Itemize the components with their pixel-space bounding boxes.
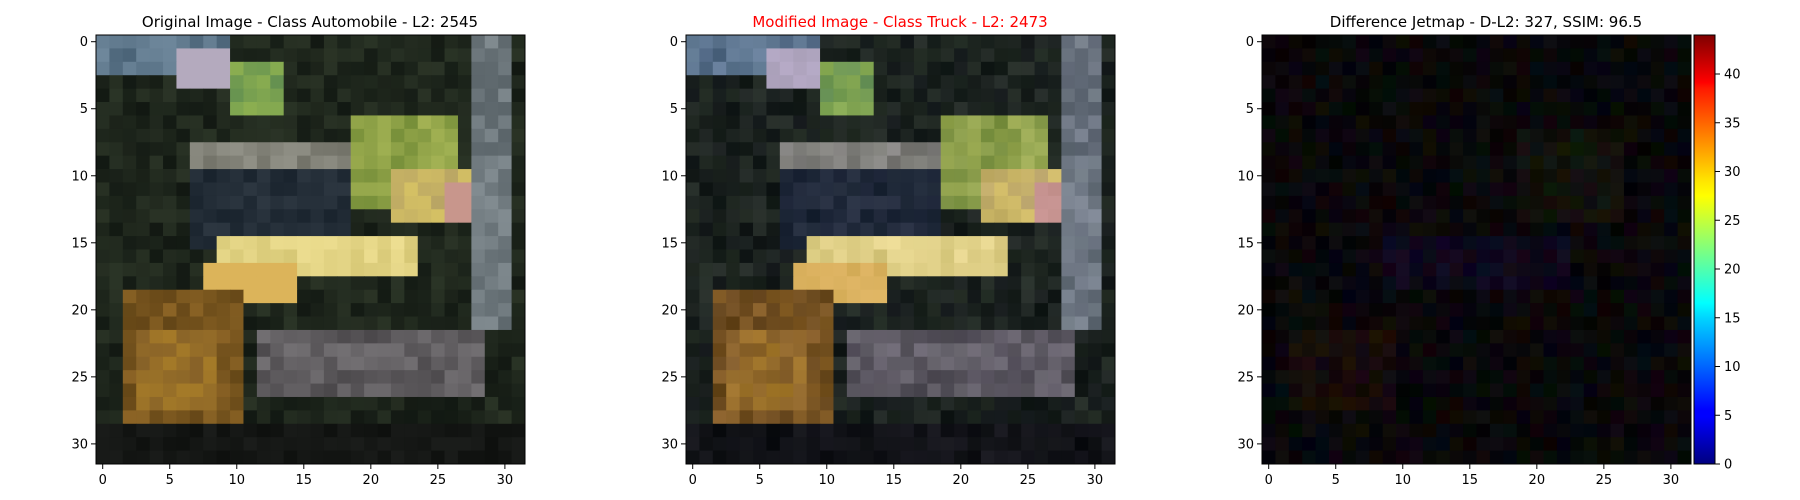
x-tick-label: 10 [228, 473, 245, 488]
panel-title-difference: Difference Jetmap - D-L2: 327, SSIM: 96.… [1330, 13, 1642, 31]
y-axis-difference: 0 5 10 15 20 25 30 [1237, 35, 1262, 452]
colorbar-tick-label: 30 [1724, 165, 1741, 180]
x-tick-label: 30 [497, 473, 514, 488]
y-tick-label: 10 [661, 169, 678, 184]
colorbar-tick-label: 5 [1724, 409, 1732, 424]
y-tick-label: 20 [1237, 303, 1254, 318]
panel-modified: Modified Image - Class Truck - L2: 2473 … [661, 13, 1116, 488]
x-tick-label: 0 [99, 473, 107, 488]
x-tick-label: 30 [1087, 473, 1104, 488]
y-tick-label: 25 [661, 370, 678, 385]
y-tick-label: 25 [1237, 370, 1254, 385]
x-tick-label: 30 [1663, 473, 1680, 488]
y-axis-original: 0 5 10 15 20 25 30 [71, 35, 96, 452]
colorbar-tick-label: 20 [1724, 263, 1741, 278]
x-tick-label: 10 [1394, 473, 1411, 488]
x-axis-original: 0 5 10 15 20 25 30 [99, 464, 514, 488]
y-tick-label: 20 [661, 303, 678, 318]
image-modified [686, 35, 1116, 465]
x-tick-label: 0 [689, 473, 697, 488]
axes-frame-modified [685, 34, 1116, 465]
x-tick-label: 25 [1596, 473, 1613, 488]
colorbar-tick-label: 15 [1724, 311, 1741, 326]
x-tick-label: 15 [886, 473, 903, 488]
y-tick-label: 30 [661, 437, 678, 452]
y-tick-label: 15 [1237, 236, 1254, 251]
y-tick-label: 0 [670, 35, 678, 50]
x-axis-difference: 0 5 10 15 20 25 30 [1265, 464, 1680, 488]
x-tick-label: 10 [818, 473, 835, 488]
colorbar-tick-label: 40 [1724, 68, 1741, 83]
y-tick-label: 0 [80, 35, 88, 50]
y-tick-label: 0 [1246, 35, 1254, 50]
x-tick-label: 20 [1529, 473, 1546, 488]
x-tick-label: 15 [1462, 473, 1479, 488]
x-axis-modified: 0 5 10 15 20 25 30 [689, 464, 1104, 488]
y-tick-label: 10 [71, 169, 88, 184]
x-tick-label: 5 [1332, 473, 1340, 488]
y-tick-label: 25 [71, 370, 88, 385]
colorbar-tick-label: 25 [1724, 214, 1741, 229]
colorbar-tick-label: 10 [1724, 360, 1741, 375]
y-tick-label: 20 [71, 303, 88, 318]
y-axis-modified: 0 5 10 15 20 25 30 [661, 35, 686, 452]
panel-difference: Difference Jetmap - D-L2: 327, SSIM: 96.… [1237, 13, 1692, 488]
y-tick-label: 15 [71, 236, 88, 251]
image-original [96, 35, 526, 465]
colorbar-tick-label: 35 [1724, 116, 1741, 131]
panel-title-modified: Modified Image - Class Truck - L2: 2473 [752, 13, 1047, 31]
y-tick-label: 10 [1237, 169, 1254, 184]
colorbar-gradient [1693, 34, 1716, 465]
y-tick-label: 5 [670, 102, 678, 117]
axes-frame-original [95, 34, 526, 465]
y-tick-label: 15 [661, 236, 678, 251]
colorbar-ticks: 0 5 10 15 20 25 30 35 40 [1715, 68, 1741, 473]
x-tick-label: 15 [296, 473, 313, 488]
image-difference [1262, 35, 1692, 465]
x-tick-label: 25 [1020, 473, 1037, 488]
axes-frame-difference [1261, 34, 1692, 465]
x-tick-label: 20 [363, 473, 380, 488]
y-tick-label: 30 [1237, 437, 1254, 452]
y-tick-label: 5 [80, 102, 88, 117]
y-tick-label: 5 [1246, 102, 1254, 117]
panel-original: Original Image - Class Automobile - L2: … [71, 13, 526, 488]
x-tick-label: 20 [953, 473, 970, 488]
x-tick-label: 5 [166, 473, 174, 488]
colorbar: 0 5 10 15 20 25 30 35 40 [1693, 34, 1741, 473]
x-tick-label: 5 [756, 473, 764, 488]
y-tick-label: 30 [71, 437, 88, 452]
x-tick-label: 0 [1265, 473, 1273, 488]
panel-title-original: Original Image - Class Automobile - L2: … [142, 13, 478, 31]
colorbar-tick-label: 0 [1724, 458, 1732, 473]
x-tick-label: 25 [430, 473, 447, 488]
